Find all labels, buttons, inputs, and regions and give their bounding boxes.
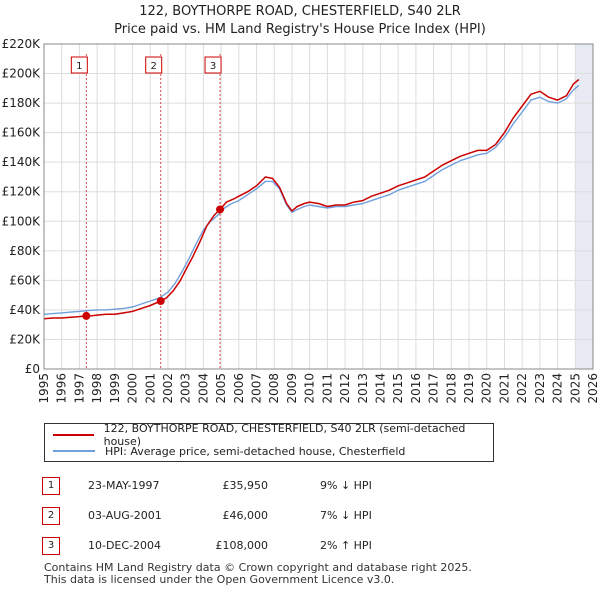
plot-frame [43,43,594,370]
x-tick-label: 2015 [391,373,405,404]
y-tick-label: £160K [2,126,42,140]
sale-date: 10-DEC-2004 [88,539,162,552]
sale-price: £46,000 [222,509,269,522]
footer-copyright: Contains HM Land Registry data © Crown c… [44,561,472,574]
x-tick-label: 2000 [126,373,140,404]
sale-label-box [204,56,222,74]
sale-label-text: 1 [76,61,82,72]
x-tick-label: 2020 [480,373,494,404]
forecast-shade [575,44,593,369]
y-tick-label: £100K [2,214,42,228]
x-tick-label: 1996 [55,373,69,404]
x-tick-label: 2007 [250,373,264,404]
sale-point [216,205,225,214]
sale-hpi-change: 7% ↓ HPI [320,509,372,522]
legend-item-property: 122, BOYTHORPE ROAD, CHESTERFIELD, S40 2… [53,422,493,448]
x-tick-label: 1999 [108,373,122,404]
sale-price: £35,950 [222,479,269,492]
x-tick-label: 2018 [444,373,458,404]
sale-marker-label: 3 [42,537,60,555]
x-tick-label: 2016 [409,373,423,404]
y-tick-label: £120K [2,185,42,199]
chart-title-line2: Price paid vs. HM Land Registry's House … [114,22,486,37]
sale-label-text: 2 [151,61,157,72]
footer-licence: This data is licensed under the Open Gov… [44,573,395,586]
sale-label-text: 3 [210,61,216,72]
sale-marker-label: 2 [42,507,60,525]
sale-date: 23-MAY-1997 [88,479,160,492]
y-tick-label: £80K [9,244,41,258]
x-tick-label: 2011 [320,373,334,404]
x-tick-label: 2021 [497,373,511,404]
legend: 122, BOYTHORPE ROAD, CHESTERFIELD, S40 2… [44,422,494,462]
price-chart: 1 2 3 £0 £20K £40K £60K £80K £100K £120K £140K £160… [2,37,600,404]
x-tick-label: 2001 [143,373,157,404]
y-tick-label: £140K [2,155,42,169]
x-tick-label: 2004 [196,373,210,404]
sale-point [156,297,165,306]
x-tick-label: 1998 [90,373,104,404]
y-tick-label: £0 [25,362,40,376]
x-tick-label: 2019 [462,373,476,404]
sale-row-3: 3 10-DEC-2004 £108,000 2% ↑ HPI [0,537,600,557]
y-tick-label: £200K [2,67,42,81]
sale-marker-label: 1 [42,477,60,495]
legend-swatch-property [53,434,94,436]
x-tick-label: 1995 [37,373,51,404]
x-tick-label: 2010 [303,373,317,404]
x-tick-label: 2005 [214,373,228,404]
x-tick-label: 2006 [232,373,246,404]
x-tick-label: 2022 [515,373,529,404]
x-tick-label: 2026 [586,373,600,404]
x-tick-label: 2025 [568,373,582,404]
x-tick-label: 2014 [373,373,387,404]
x-tick-label: 2013 [356,373,370,404]
legend-label-hpi: HPI: Average price, semi-detached house,… [105,444,406,458]
sale-label-box [145,56,163,74]
sale-row-1: 1 23-MAY-1997 £35,950 9% ↓ HPI [0,477,600,497]
x-tick-label: 2017 [427,373,441,404]
property-series-line [43,78,580,320]
x-tick-label: 2024 [551,373,565,404]
x-tick-label: 2002 [161,373,175,404]
sale-hpi-change: 2% ↑ HPI [320,539,372,552]
x-tick-label: 2009 [285,373,299,404]
y-tick-label: £60K [9,273,41,287]
y-tick-label: £20K [9,332,41,346]
sale-hpi-change: 9% ↓ HPI [320,479,372,492]
y-tick-label: £180K [2,96,42,110]
sale-row-2: 2 03-AUG-2001 £46,000 7% ↓ HPI [0,507,600,527]
sale-label-box [70,56,88,74]
legend-item-hpi: HPI: Average price, semi-detached house,… [53,443,405,459]
hpi-series-line [43,84,580,315]
sale-point [82,311,91,320]
chart-title-line1: 122, BOYTHORPE ROAD, CHESTERFIELD, S40 2… [139,4,461,19]
y-tick-label: £220K [2,37,42,51]
sale-date: 03-AUG-2001 [88,509,162,522]
x-tick-label: 2023 [533,373,547,404]
x-tick-label: 2003 [179,373,193,404]
x-tick-label: 2008 [267,373,281,404]
y-tick-label: £40K [9,303,41,317]
x-tick-label: 2012 [338,373,352,404]
legend-label-property: 122, BOYTHORPE ROAD, CHESTERFIELD, S40 2… [103,422,466,448]
x-tick-label: 1997 [72,373,86,404]
sale-price: £108,000 [215,539,269,552]
legend-swatch-hpi [53,450,95,452]
